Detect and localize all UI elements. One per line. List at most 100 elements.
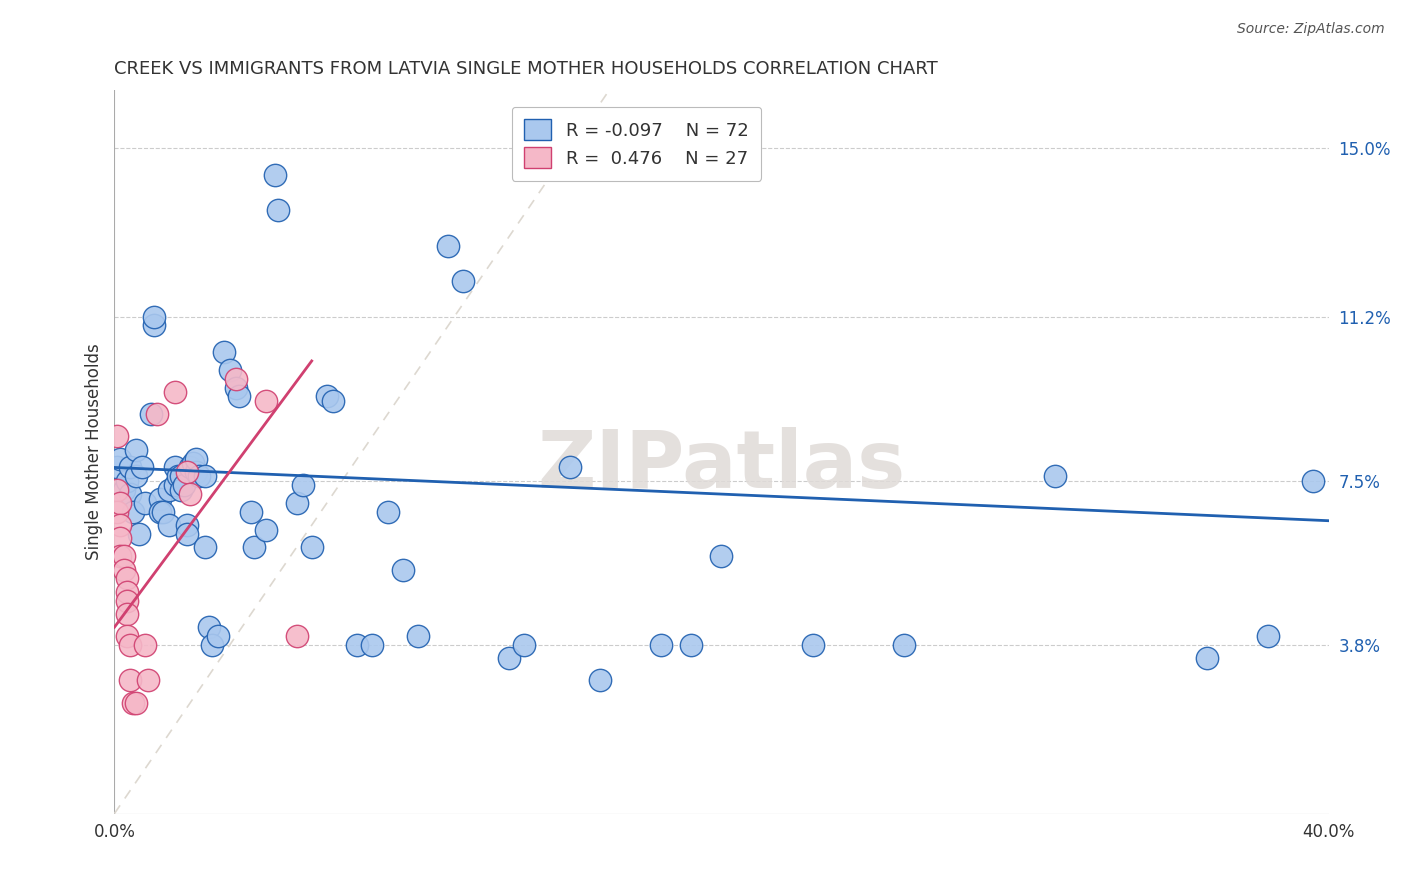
Point (254, 523, 277, 537)
Point (801, 638, 824, 652)
Point (291, 478, 314, 492)
Point (228, 389, 250, 403)
Text: Source: ZipAtlas.com: Source: ZipAtlas.com (1237, 22, 1385, 37)
Point (170, 483, 193, 497)
Point (142, 310, 165, 324)
Point (322, 393, 344, 408)
Point (437, 238, 460, 252)
Point (558, 460, 581, 475)
Point (107, 483, 129, 497)
Point (218, 363, 240, 377)
Point (186, 465, 208, 479)
Point (681, 638, 703, 652)
Point (391, 562, 413, 576)
Point (115, 571, 138, 585)
Point (194, 541, 217, 555)
Point (176, 527, 198, 541)
Point (710, 549, 733, 564)
Point (110, 549, 132, 564)
Point (225, 381, 247, 395)
Point (513, 638, 536, 652)
Point (406, 629, 429, 643)
Point (124, 442, 146, 457)
Point (115, 629, 138, 643)
Point (301, 541, 323, 555)
Point (650, 638, 672, 652)
Point (498, 651, 520, 665)
Point (173, 478, 195, 492)
Point (107, 429, 129, 443)
Point (207, 629, 229, 643)
Point (267, 203, 290, 218)
Point (110, 451, 132, 466)
Point (176, 465, 198, 479)
Point (1302, 474, 1324, 488)
Point (121, 505, 143, 519)
Point (186, 451, 208, 466)
Point (107, 460, 129, 475)
Point (134, 496, 156, 510)
Point (157, 483, 180, 497)
Point (115, 593, 138, 607)
Point (131, 460, 153, 475)
Point (285, 629, 308, 643)
Point (118, 673, 141, 688)
Point (124, 696, 146, 710)
Point (152, 505, 174, 519)
Point (285, 496, 308, 510)
Point (1257, 629, 1279, 643)
Point (112, 562, 135, 576)
Point (377, 505, 399, 519)
Point (197, 620, 219, 634)
Y-axis label: Single Mother Households: Single Mother Households (86, 343, 103, 560)
Point (110, 518, 132, 533)
Point (157, 518, 180, 533)
Point (134, 638, 156, 652)
Point (315, 389, 337, 403)
Point (254, 393, 277, 408)
Point (165, 460, 187, 475)
Point (124, 469, 146, 483)
Point (118, 638, 141, 652)
Point (225, 372, 247, 386)
Point (121, 696, 143, 710)
Point (1045, 469, 1067, 483)
Point (589, 673, 612, 688)
Point (112, 549, 135, 564)
Point (112, 483, 135, 497)
Point (149, 491, 172, 506)
Point (179, 487, 201, 501)
Point (200, 638, 222, 652)
Point (118, 460, 141, 475)
Point (115, 474, 138, 488)
Point (346, 638, 368, 652)
Point (264, 168, 287, 182)
Point (139, 407, 162, 421)
Point (170, 469, 193, 483)
Point (146, 407, 169, 421)
Point (179, 460, 201, 475)
Point (118, 487, 141, 501)
Point (165, 384, 187, 399)
Point (188, 469, 211, 483)
Point (453, 274, 475, 288)
Point (107, 505, 129, 519)
Text: CREEK VS IMMIGRANTS FROM LATVIA SINGLE MOTHER HOUSEHOLDS CORRELATION CHART: CREEK VS IMMIGRANTS FROM LATVIA SINGLE M… (114, 60, 938, 78)
Point (110, 532, 132, 546)
Point (361, 638, 384, 652)
Point (165, 478, 187, 492)
Point (893, 638, 915, 652)
Point (136, 673, 159, 688)
Point (176, 518, 198, 533)
Point (1197, 651, 1219, 665)
Point (149, 505, 172, 519)
Point (212, 345, 235, 359)
Point (115, 607, 138, 621)
Point (115, 584, 138, 599)
Point (142, 318, 165, 333)
Point (183, 456, 205, 470)
Point (167, 469, 190, 483)
Point (194, 469, 217, 483)
Point (240, 505, 263, 519)
Point (243, 541, 266, 555)
